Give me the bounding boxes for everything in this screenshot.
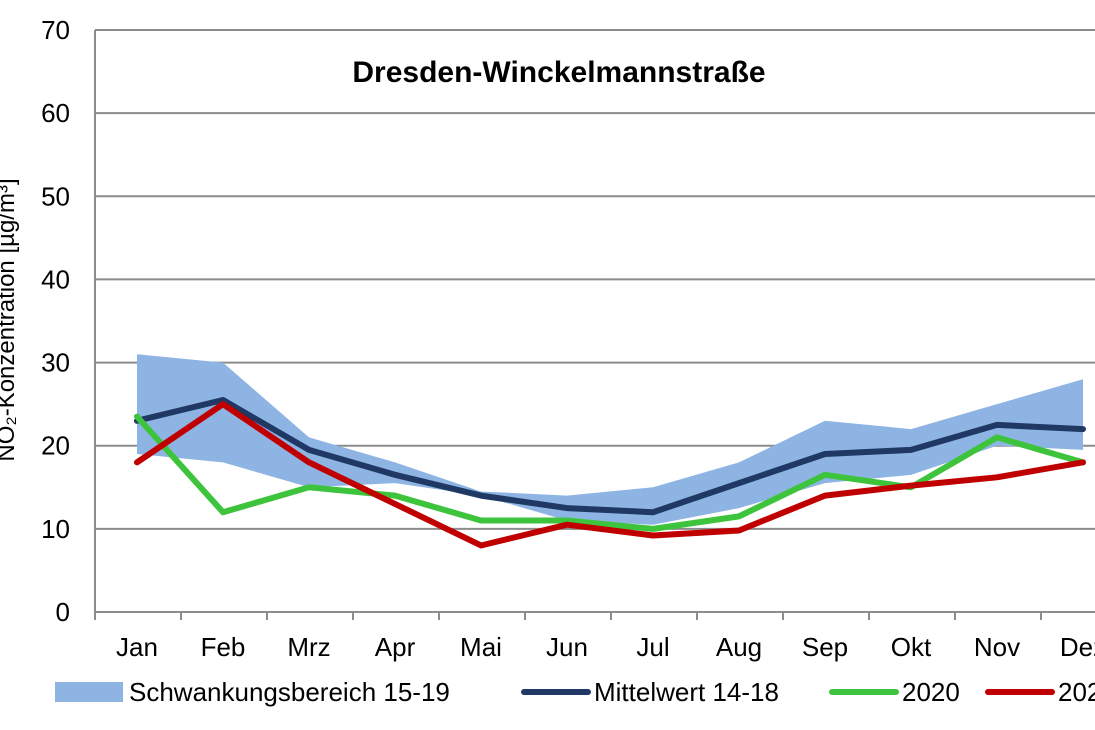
y-tick-label: 10 <box>41 514 70 544</box>
axes: 0 10 20 30 40 50 60 70 Jan Feb Mrz Apr Mai Jun Jul Aug S… <box>41 15 1095 662</box>
x-tick-label: Jun <box>546 632 588 662</box>
legend-swatch <box>55 682 123 702</box>
series-line <box>134 413 1086 532</box>
series-line <box>134 401 1086 549</box>
x-tick-label: Apr <box>375 632 416 662</box>
series-layer <box>134 396 1086 549</box>
x-tick-label: Dez <box>1060 632 1095 662</box>
y-tick-label: 60 <box>41 98 70 128</box>
x-tick-label: Mai <box>460 632 502 662</box>
band-area <box>137 354 1083 525</box>
x-tick-label: Jul <box>636 632 669 662</box>
x-tick-label: Jan <box>116 632 158 662</box>
y-axis-title: NO₂-Konzentration [µg/m³] <box>0 178 20 461</box>
legend-label: Mittelwert 14-18 <box>594 677 779 707</box>
x-tick-label: Okt <box>891 632 932 662</box>
series-line <box>134 396 1086 516</box>
y-tick-label: 40 <box>41 264 70 294</box>
band-layer <box>137 354 1083 525</box>
y-tick-label: 50 <box>41 181 70 211</box>
x-tick-label: Mrz <box>287 632 330 662</box>
chart-title: Dresden-Winckelmannstraße <box>352 56 765 89</box>
y-tick-label: 20 <box>41 431 70 461</box>
legend-label: 2021 <box>1058 677 1095 707</box>
legend-label: Schwankungsbereich 15-19 <box>129 677 450 707</box>
x-tick-label: Nov <box>974 632 1020 662</box>
y-tick-label: 70 <box>41 15 70 45</box>
legend: Schwankungsbereich 15-19 Mittelwert 14-18… <box>55 677 1095 707</box>
y-tick-label: 0 <box>56 597 70 627</box>
x-tick-label: Feb <box>201 632 246 662</box>
x-tick-label: Sep <box>802 632 848 662</box>
legend-label: 2020 <box>902 677 960 707</box>
y-tick-label: 30 <box>41 348 70 378</box>
x-tick-label: Aug <box>716 632 762 662</box>
